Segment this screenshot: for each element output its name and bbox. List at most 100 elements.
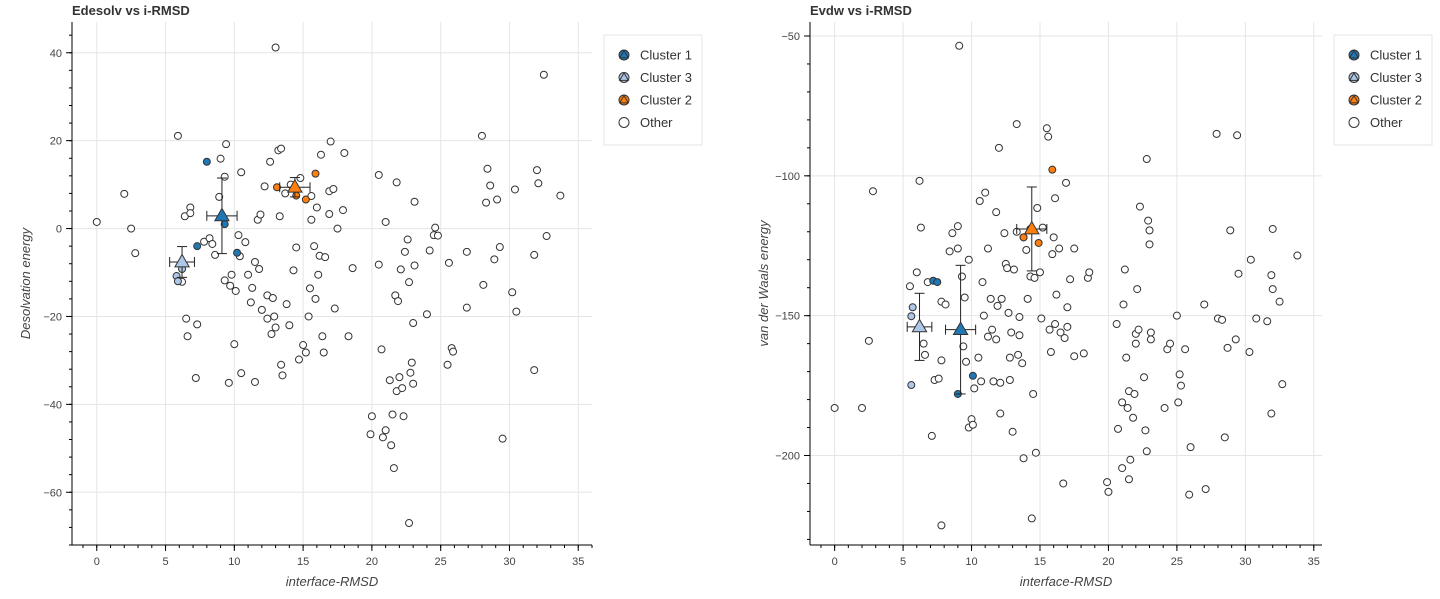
other-point	[462, 303, 471, 312]
other-point	[1142, 447, 1151, 456]
other-point	[493, 195, 502, 204]
cluster-1-point	[202, 157, 211, 166]
other-point	[325, 210, 334, 219]
other-point	[1009, 265, 1018, 274]
other-point	[381, 217, 390, 226]
legend-cluster-1-triangle	[1348, 49, 1360, 59]
legend-cluster-3-label: Cluster 3	[1370, 70, 1422, 85]
other-point	[996, 378, 1005, 387]
other-point	[398, 384, 407, 393]
other-point	[1052, 290, 1061, 299]
x-tick-label: 5	[900, 556, 906, 568]
other-point	[227, 270, 236, 279]
other-point	[1140, 373, 1149, 382]
legend: Cluster 1 Cluster 3 Cluster 2 Other	[603, 34, 703, 146]
other-point	[1293, 251, 1302, 260]
other-point	[1029, 389, 1038, 398]
other-point	[953, 244, 962, 253]
x-tick-label: 15	[297, 556, 309, 568]
legend-cluster-2-label: Cluster 2	[1370, 93, 1422, 108]
other-point	[927, 431, 936, 440]
other-point	[409, 319, 418, 328]
other-point	[1233, 131, 1242, 140]
other-point	[200, 237, 209, 246]
cluster-2-point	[1048, 165, 1057, 174]
other-point	[974, 353, 983, 362]
legend-cluster-3-triangle	[1348, 71, 1360, 81]
other-point	[1129, 413, 1138, 422]
other-point	[1022, 245, 1031, 254]
x-tick-label: 35	[572, 556, 584, 568]
other-point	[237, 369, 246, 378]
other-point	[1063, 303, 1072, 312]
other-point	[1122, 353, 1131, 362]
other-point	[986, 294, 995, 303]
cluster-2-point	[311, 169, 320, 178]
other-point	[1066, 275, 1075, 284]
other-point	[444, 258, 453, 267]
other-point	[281, 189, 290, 198]
other-point	[222, 140, 231, 149]
other-point	[1038, 223, 1047, 232]
other-point	[957, 272, 966, 281]
other-point	[1133, 285, 1142, 294]
other-point	[406, 368, 415, 377]
other-point	[344, 332, 353, 341]
other-point	[1176, 381, 1185, 390]
legend-cluster-3-label: Cluster 3	[640, 70, 692, 85]
other-point	[941, 300, 950, 309]
other-point	[312, 203, 321, 212]
cluster-3-point	[173, 277, 182, 286]
other-point	[301, 348, 310, 357]
other-point	[250, 257, 259, 266]
legend-cluster-3-triangle	[618, 71, 630, 81]
other-point	[329, 185, 338, 194]
other-point	[1119, 300, 1128, 309]
other-point	[1112, 320, 1121, 329]
other-point	[1263, 317, 1272, 326]
other-point	[387, 441, 396, 450]
x-tick-label: 10	[965, 556, 977, 568]
cluster-1-mean-marker	[952, 321, 969, 336]
other-point	[955, 41, 964, 50]
other-point	[975, 196, 984, 205]
cluster-1-mean-marker	[213, 207, 230, 222]
y-tick-label: −100	[775, 171, 800, 183]
chart-title: Evdw vs i-RMSD	[810, 3, 912, 18]
x-tick-label: 0	[832, 556, 838, 568]
other-point	[1004, 308, 1013, 317]
other-point	[305, 284, 314, 293]
other-point	[431, 223, 440, 232]
legend-cluster-2-label: Cluster 2	[640, 93, 692, 108]
other-point	[191, 373, 200, 382]
other-point	[377, 345, 386, 354]
other-point	[1079, 349, 1088, 358]
other-point	[1120, 265, 1129, 274]
other-point	[208, 239, 217, 248]
other-point	[374, 260, 383, 269]
other-point	[449, 347, 458, 356]
other-point	[1070, 244, 1079, 253]
other-point	[193, 320, 202, 329]
other-point	[1015, 313, 1024, 322]
other-point	[310, 242, 319, 251]
x-tick-label: 5	[162, 556, 168, 568]
other-point	[482, 198, 491, 207]
other-point	[422, 310, 431, 319]
cluster-2-point	[1034, 238, 1043, 247]
other-point	[1056, 328, 1065, 337]
other-point	[425, 246, 434, 255]
other-point	[960, 293, 969, 302]
other-point	[1114, 424, 1123, 433]
other-point	[388, 410, 397, 419]
legend: Cluster 1 Cluster 3 Cluster 2 Other	[1333, 34, 1433, 146]
other-point	[277, 144, 286, 153]
other-point	[307, 215, 316, 224]
other-point	[912, 268, 921, 277]
other-point	[403, 235, 412, 244]
other-point	[244, 270, 253, 279]
other-point	[1044, 132, 1053, 141]
other-point	[407, 358, 416, 367]
other-point	[319, 348, 328, 357]
other-point	[392, 178, 401, 187]
